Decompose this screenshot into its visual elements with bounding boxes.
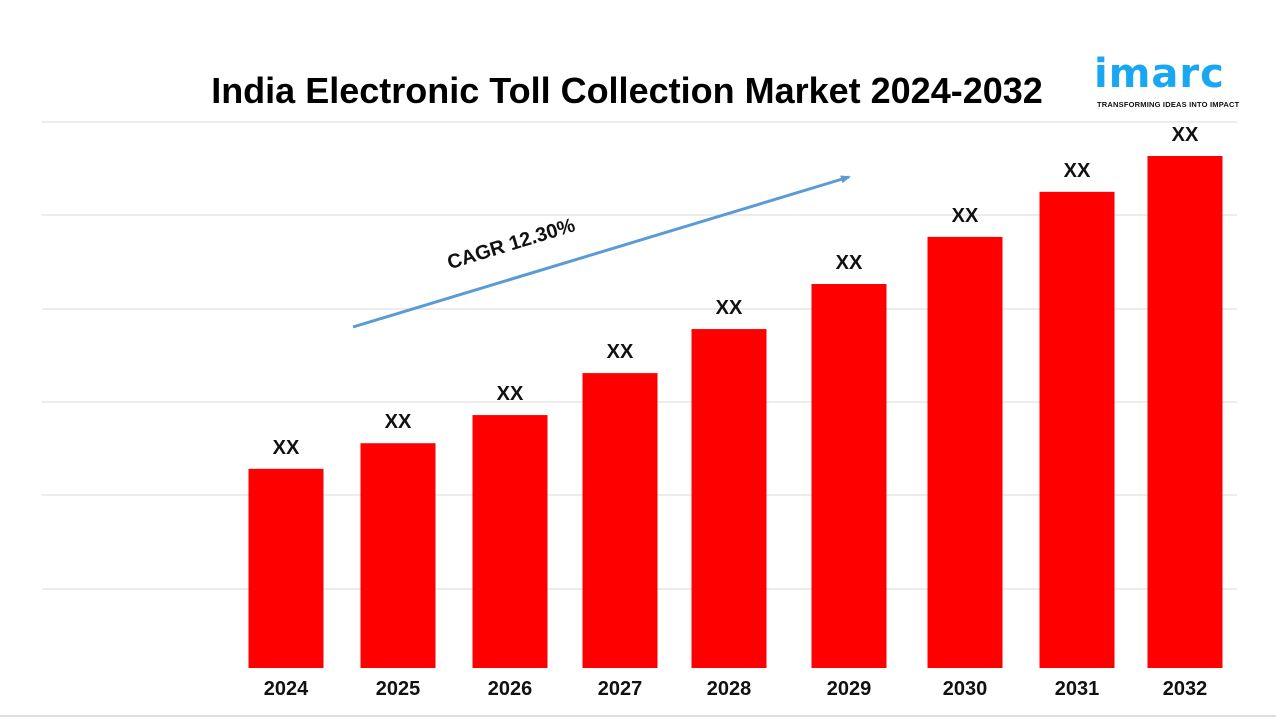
data-label: XX: [385, 411, 412, 433]
bar-2031: [1039, 191, 1115, 668]
data-label: XX: [497, 383, 524, 405]
bar-2026: [472, 415, 548, 668]
data-label: XX: [1064, 160, 1091, 182]
data-label: XX: [952, 205, 979, 227]
data-label: XX: [607, 341, 634, 363]
data-label: XX: [273, 437, 300, 459]
x-tick-label: 2024: [264, 678, 309, 700]
data-label: XX: [1172, 124, 1199, 146]
cagr-arrow: [352, 175, 851, 329]
data-label: XX: [716, 297, 743, 319]
bar-2030: [927, 236, 1003, 668]
logo-tagline: TRANSFORMING IDEAS INTO IMPACT: [1097, 100, 1240, 109]
imarc-logo: imarc TRANSFORMING IDEAS INTO IMPACT: [1094, 50, 1244, 114]
bar-2027: [582, 373, 658, 668]
logo-text: imarc: [1094, 51, 1225, 97]
bar-2029: [811, 284, 887, 668]
x-tick-label: 2031: [1055, 678, 1100, 700]
x-tick-label: 2025: [376, 678, 421, 700]
bar-2025: [360, 443, 436, 668]
bar-2024: [248, 468, 324, 668]
x-tick-label: 2026: [488, 678, 533, 700]
x-tick-label: 2027: [598, 678, 643, 700]
data-label: XX: [836, 252, 863, 274]
x-tick-label: 2030: [943, 678, 988, 700]
chart-title: India Electronic Toll Collection Market …: [211, 70, 1043, 111]
x-tick-label: 2029: [827, 678, 872, 700]
bar-2032: [1147, 156, 1223, 668]
bar-2028: [691, 329, 767, 668]
x-tick-label: 2028: [707, 678, 752, 700]
x-tick-label: 2032: [1163, 678, 1208, 700]
